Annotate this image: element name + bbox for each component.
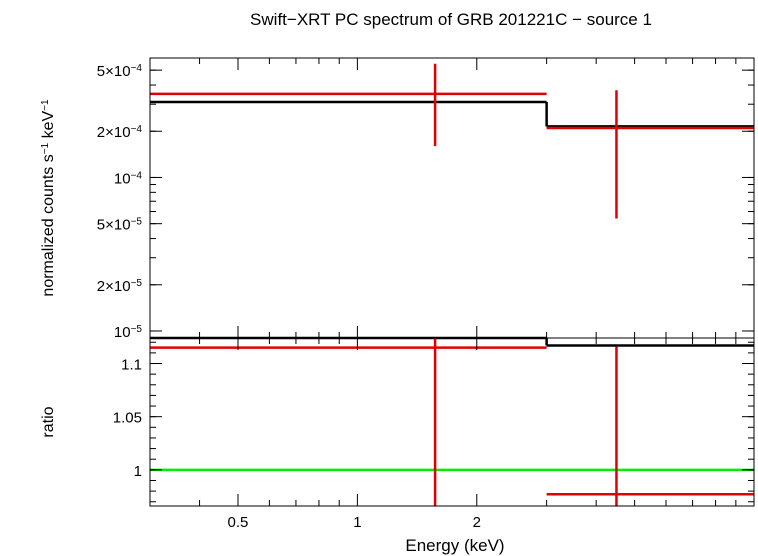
top-y-tick-label-3: 5×10−5 [97,216,143,234]
bottom-y-axis-label: ratio [40,406,57,437]
top-y-tick-label-0: 5×10−4 [97,63,143,81]
x-axis-label: Energy (keV) [405,536,504,555]
bottom-y-tick-label-1: 1.05 [113,410,142,427]
top-y-tick-label-1: 2×10−4 [97,124,143,142]
top-y-tick-label-4: 2×10−5 [97,277,143,295]
bottom-panel-frame [149,337,755,507]
chart-title: Swift−XRT PC spectrum of GRB 201221C − s… [250,10,652,29]
top-y-tick-label-5: 10−5 [114,323,143,341]
top-y-axis-label: normalized counts s−1 keV−1 [40,99,58,297]
x-tick-label-0: 0.5 [228,514,249,531]
x-tick-label-1: 1 [353,514,361,531]
top-panel-frame [149,57,755,339]
bottom-y-tick-label-0: 1.1 [121,357,142,374]
bottom-panel: 1.1 1.05 1 ratio [40,336,755,507]
top-y-tick-label-2: 10−4 [114,170,143,188]
x-tick-label-2: 2 [473,514,481,531]
top-panel: 5×10−4 2×10−4 10−4 5×10−5 2×10−5 10−5 normali… [40,57,755,341]
bottom-y-tick-label-2: 1 [134,463,142,480]
